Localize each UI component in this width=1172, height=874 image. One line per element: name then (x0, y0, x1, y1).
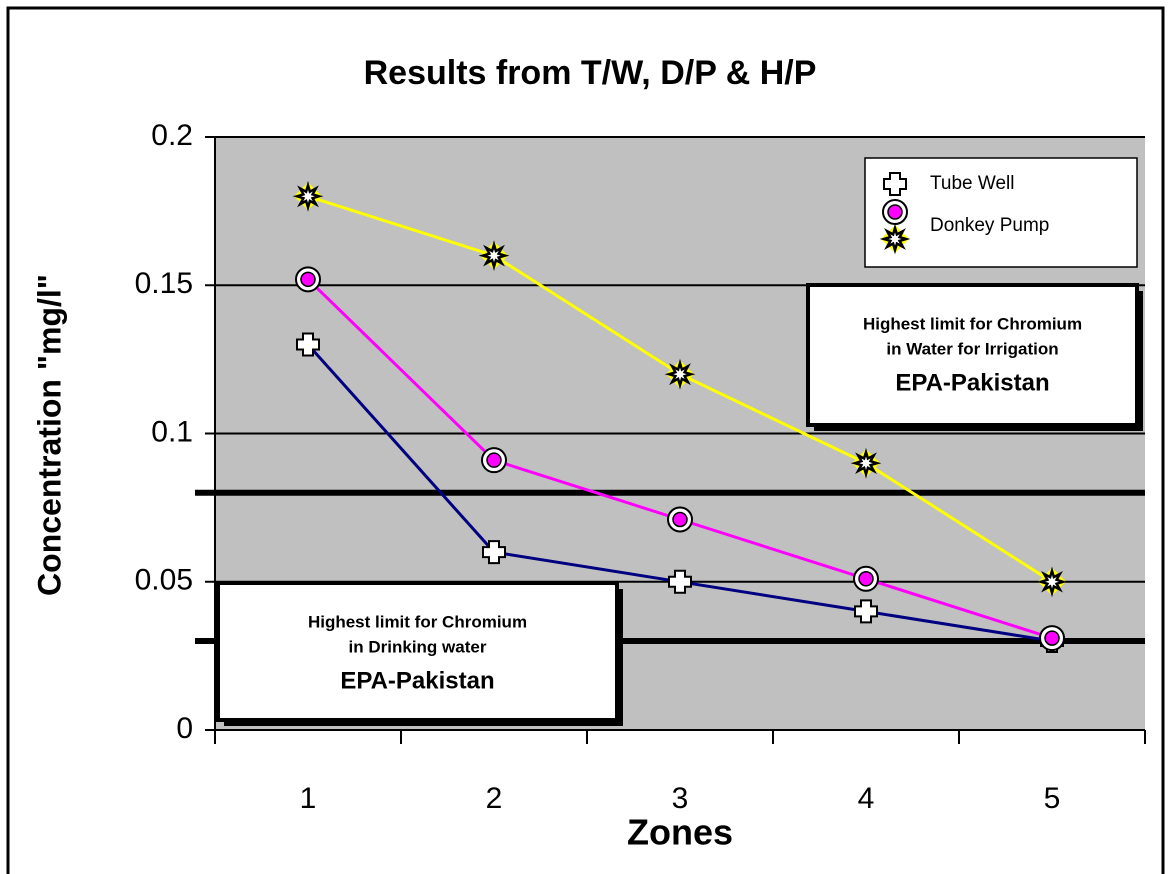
y-axis-title: Concentration "mg/l" (31, 274, 67, 596)
chart-title: Results from T/W, D/P & H/P (364, 54, 817, 92)
circle-inner (486, 452, 502, 468)
cross-marker (883, 172, 907, 196)
annotation-box (216, 581, 619, 722)
marker (478, 240, 510, 271)
marker (850, 447, 882, 479)
x-tick-label: 5 (1044, 782, 1061, 815)
annotation-text: EPA-Pakistan (340, 667, 494, 694)
circle-inner (887, 204, 903, 220)
y-tick-label: 0.15 (135, 267, 193, 300)
star-marker (292, 180, 324, 212)
marker (853, 565, 879, 592)
x-axis-title: Zones (627, 812, 733, 853)
legend-marker (879, 223, 911, 255)
circle-inner (1044, 630, 1060, 646)
marker (1039, 625, 1065, 652)
y-tick-label: 0.1 (151, 415, 193, 448)
annotation-text: EPA-Pakistan (895, 369, 1049, 396)
x-tick-label: 3 (672, 782, 689, 815)
legend-box (864, 157, 1138, 268)
marker (664, 358, 696, 390)
marker (667, 506, 693, 533)
x-tick-label: 2 (486, 782, 503, 815)
marker (292, 180, 324, 212)
annotation-box (806, 283, 1139, 427)
star-marker (664, 358, 696, 390)
x-tick-label: 4 (858, 782, 875, 815)
cross-marker (296, 332, 320, 357)
circle-inner (300, 271, 316, 288)
legend-label: Tube Well (930, 173, 1014, 194)
y-tick-label: 0.05 (135, 564, 193, 597)
circle-inner (858, 571, 874, 587)
circle-inner (672, 511, 688, 528)
star-marker (879, 223, 911, 255)
y-tick-label: 0 (176, 712, 193, 745)
cross-marker (668, 569, 692, 594)
star-marker (1036, 566, 1068, 598)
marker (482, 540, 506, 565)
annotation-text: Highest limit for Chromium (863, 314, 1082, 333)
legend-marker (883, 172, 907, 196)
annotation-text: in Drinking water (349, 637, 487, 656)
x-tick-label: 1 (300, 782, 317, 815)
star-marker (850, 447, 882, 479)
marker (668, 569, 692, 594)
annotation-text: in Water for Irrigation (886, 339, 1058, 358)
marker (854, 599, 878, 624)
cross-marker (854, 599, 878, 624)
annotation-text: Highest limit for Chromium (308, 612, 527, 631)
legend-label: Donkey Pump (930, 215, 1049, 236)
marker (295, 266, 321, 293)
marker (296, 332, 320, 357)
y-tick-label: 0.2 (151, 119, 193, 152)
cross-marker (482, 540, 506, 565)
star-marker (478, 240, 510, 271)
marker (481, 447, 507, 474)
marker (1036, 566, 1068, 598)
legend-marker (882, 199, 908, 225)
